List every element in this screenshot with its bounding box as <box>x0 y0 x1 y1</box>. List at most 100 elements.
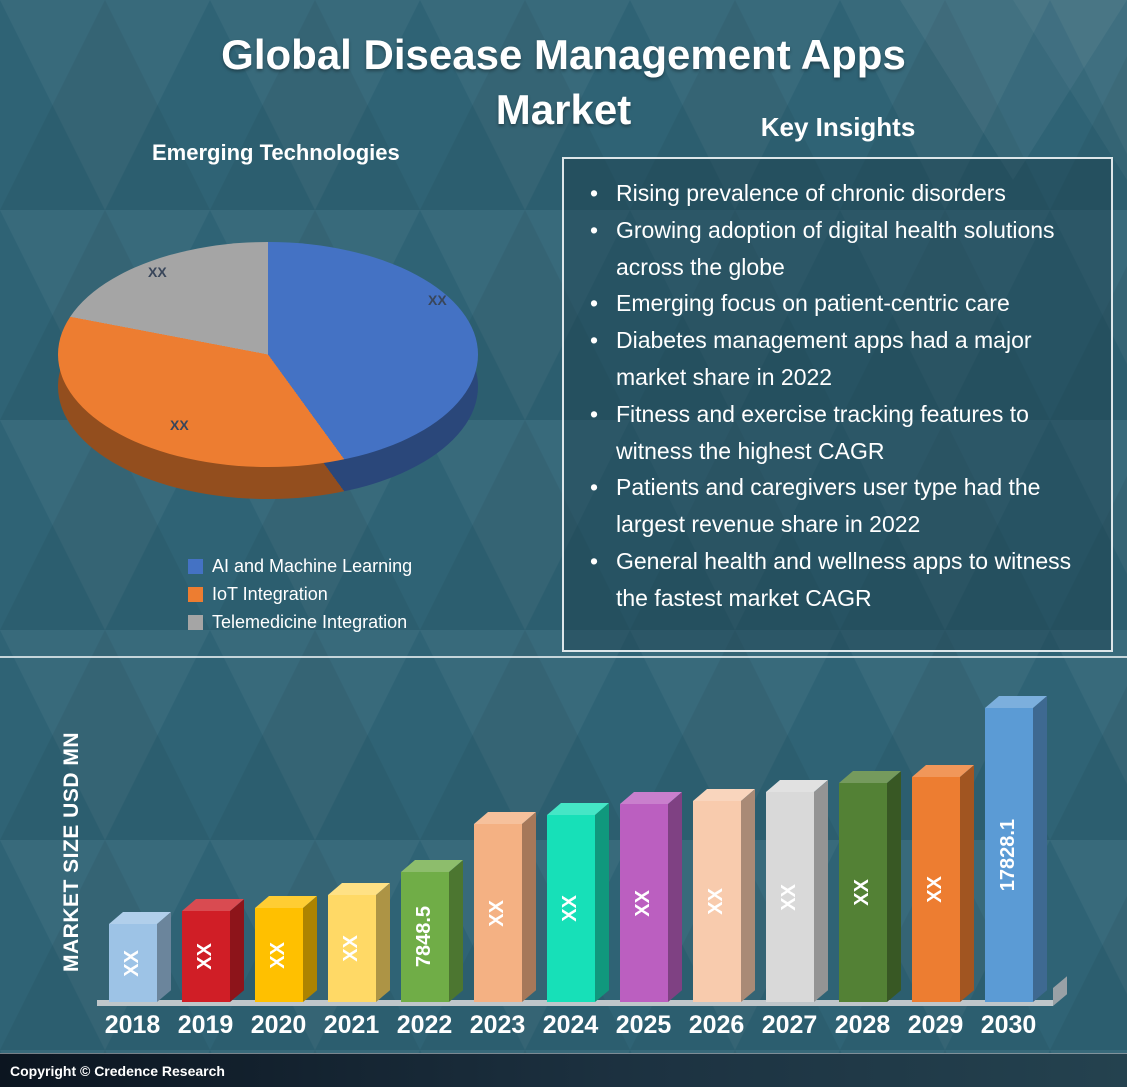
bar-side-face <box>229 899 244 1002</box>
bar-value-label: XX <box>693 801 741 1002</box>
bar-side-face <box>448 860 463 1002</box>
key-insights-list: Rising prevalence of chronic disordersGr… <box>580 175 1097 617</box>
bar-value-text: XX <box>486 899 508 927</box>
bar-side-face <box>959 765 974 1002</box>
bar-chart-floor <box>97 1000 1053 1006</box>
pie-top-face <box>58 242 478 467</box>
legend-label: AI and Machine Learning <box>212 556 413 576</box>
bar-chart: XX 2018 XX 2019 XX 2020 XX 2021 7848.5 2022 XX 2023… <box>96 680 1047 1044</box>
bar-group: XX 2027 <box>753 680 828 1044</box>
bar-value-label: 7848.5 <box>401 872 449 1002</box>
legend-item: AI and Machine Learning <box>188 556 412 577</box>
bar-value-label: XX <box>182 911 230 1002</box>
bar-group: 7848.5 2022 <box>388 680 463 1044</box>
x-axis-label: 2027 <box>761 1011 818 1039</box>
bar-value-label: XX <box>547 815 595 1002</box>
bar-side-face <box>740 789 755 1002</box>
bar-side-face <box>302 896 317 1002</box>
x-axis-label: 2018 <box>104 1011 161 1039</box>
bar-value-text: XX <box>778 883 800 911</box>
bar-value-label: XX <box>839 783 887 1002</box>
pie-slice-label: XX <box>428 292 447 308</box>
bar-front-face <box>546 815 595 1002</box>
x-axis-label: 2025 <box>615 1011 672 1039</box>
bar-value-text: XX <box>121 949 143 977</box>
bar-side-face <box>594 803 609 1002</box>
x-axis-label: 2024 <box>542 1011 599 1039</box>
x-axis-label: 2028 <box>834 1011 891 1039</box>
pie-chart-heading: Emerging Technologies <box>152 140 400 165</box>
x-axis-label: 2022 <box>396 1011 453 1039</box>
bar-3d: XX <box>838 771 901 1002</box>
bar-group: XX 2029 <box>899 680 974 1044</box>
x-axis-label: 2023 <box>469 1011 526 1039</box>
bar-value-text: XX <box>851 879 873 906</box>
bar-value-text: XX <box>340 935 362 962</box>
legend-swatch <box>188 615 203 630</box>
pie-legend: AI and Machine Learning IoT Integration Te… <box>188 556 412 633</box>
key-insights-heading: Key Insights <box>760 112 916 142</box>
bar-3d: XX <box>765 780 828 1002</box>
page-title: Global Disease Management Apps Market <box>0 28 1127 137</box>
bar-side-face <box>813 780 828 1002</box>
key-insight-item: General health and wellness apps to witn… <box>580 543 1097 617</box>
bar-front-face <box>473 824 522 1002</box>
key-insights-box: Rising prevalence of chronic disordersGr… <box>562 157 1113 652</box>
bar-value-text: XX <box>194 943 216 970</box>
bar-front-face <box>838 783 887 1002</box>
bar-3d: XX <box>911 765 974 1002</box>
bar-3d: XX <box>692 789 755 1002</box>
bar-3d: XX <box>108 912 171 1002</box>
x-axis-label: 2029 <box>907 1011 964 1039</box>
bar-front-face <box>327 895 376 1002</box>
pie-slice-label: XX <box>170 417 189 433</box>
bar-group: XX 2023 <box>461 680 536 1044</box>
bar-value-label: XX <box>620 804 668 1002</box>
bar-group: XX 2021 <box>315 680 390 1044</box>
x-axis-label: 2030 <box>980 1011 1037 1039</box>
bar-group: XX 2026 <box>680 680 755 1044</box>
x-axis-label: 2021 <box>323 1011 380 1039</box>
x-axis-label: 2019 <box>177 1011 234 1039</box>
x-axis-label: 2026 <box>688 1011 745 1039</box>
bar-value-label: XX <box>766 792 814 1002</box>
bar-front-face <box>400 872 449 1002</box>
page-title-line1: Global Disease Management Apps <box>221 31 906 78</box>
key-insight-item: Rising prevalence of chronic disorders <box>580 175 1097 212</box>
bar-value-text: 17828.1 <box>997 818 1019 892</box>
bar-front-face <box>765 792 814 1002</box>
bar-value-text: XX <box>705 888 727 915</box>
bar-3d: 7848.5 <box>400 860 463 1002</box>
page-title-line2: Market <box>495 85 632 133</box>
key-insight-item: Patients and caregivers user type had th… <box>580 469 1097 543</box>
bar-value-text: XX <box>924 876 946 903</box>
bar-group: XX 2025 <box>607 680 682 1044</box>
legend-item: IoT Integration <box>188 584 412 605</box>
bar-group: XX 2028 <box>826 680 901 1044</box>
bar-value-text: XX <box>632 889 654 917</box>
bar-front-face <box>181 911 230 1002</box>
bar-value-label: XX <box>109 924 157 1002</box>
bar-value-label: XX <box>912 777 960 1002</box>
bar-front-face <box>108 924 157 1002</box>
footer-bar: Copyright © Credence Research <box>0 1053 1127 1087</box>
bar-side-face <box>886 771 901 1002</box>
bar-3d: XX <box>254 896 317 1002</box>
copyright-text: Copyright © Credence Research <box>10 1062 225 1079</box>
bar-value-text: 7848.5 <box>413 906 435 968</box>
bar-3d: XX <box>327 883 390 1002</box>
bar-front-face <box>984 708 1033 1002</box>
bar-group: XX 2024 <box>534 680 609 1044</box>
bar-value-label: XX <box>255 908 303 1002</box>
bar-value-label: 17828.1 <box>985 708 1033 1002</box>
bar-value-text: XX <box>559 895 581 922</box>
bar-group: XX 2020 <box>242 680 317 1044</box>
legend-swatch <box>188 559 203 574</box>
bar-front-face <box>692 801 741 1002</box>
legend-swatch <box>188 587 203 602</box>
bar-side-face <box>156 912 171 1002</box>
legend-item: Telemedicine Integration <box>188 612 412 633</box>
bar-front-face <box>911 777 960 1002</box>
bar-side-face <box>521 812 536 1002</box>
